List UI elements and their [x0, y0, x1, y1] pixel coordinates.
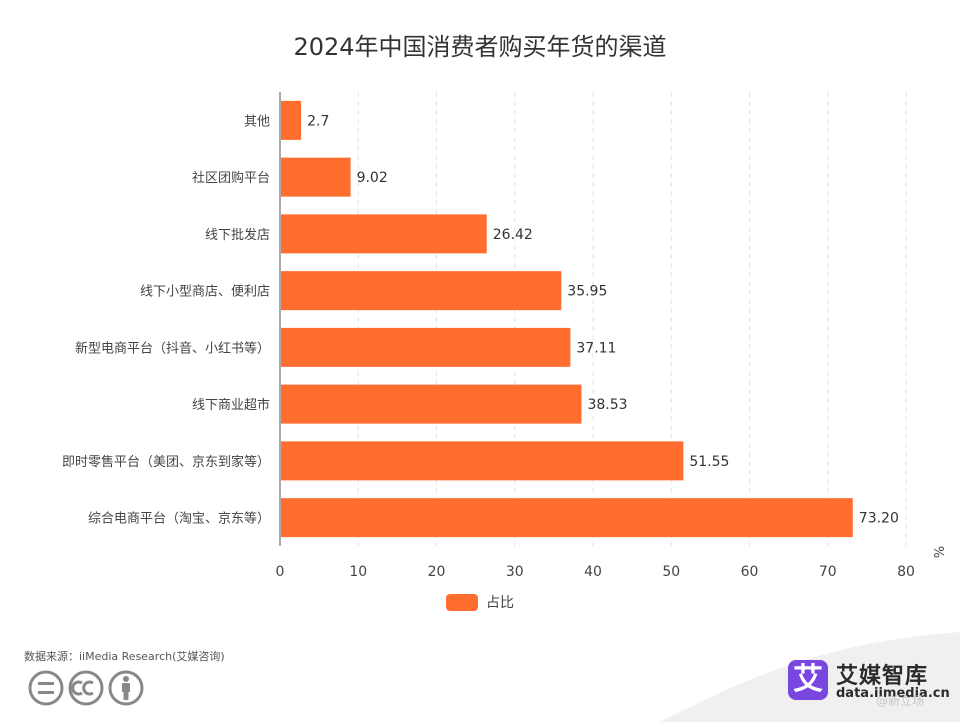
x-tick-label: 10 — [349, 564, 367, 580]
bar — [281, 498, 853, 538]
bar — [281, 384, 582, 424]
bar-value-label: 37.11 — [576, 340, 616, 356]
bar-value-label: 73.20 — [859, 511, 899, 527]
x-tick-label: 50 — [662, 564, 680, 580]
x-tick-label: 80 — [897, 564, 915, 580]
brand-logo-icon: 艾 — [788, 660, 828, 700]
watermark: @新立场 — [876, 694, 925, 708]
bar — [281, 271, 562, 311]
y-category-label: 线下小型商店、便利店 — [140, 285, 270, 300]
x-tick-label: 30 — [506, 564, 524, 580]
bar — [281, 214, 487, 254]
bar — [281, 441, 684, 481]
legend-swatch — [446, 594, 478, 611]
y-category-label: 社区团购平台 — [192, 170, 270, 186]
x-tick-label: 20 — [428, 564, 446, 580]
x-tick-label: 70 — [819, 564, 837, 580]
y-category-label: 新型电商平台（抖音、小红书等） — [75, 340, 270, 356]
brand-url: data.iimedia.cn — [836, 686, 950, 701]
bar-value-label: 51.55 — [689, 454, 729, 470]
bar — [281, 157, 351, 197]
y-category-label: 线下商业超市 — [192, 397, 270, 413]
y-category-label: 其他 — [244, 114, 270, 129]
bar-value-label: 2.7 — [307, 113, 329, 129]
brand-name: 艾媒智库 — [836, 664, 929, 689]
chart-title: 2024年中国消费者购买年货的渠道 — [293, 33, 666, 61]
bar-value-label: 35.95 — [567, 284, 607, 300]
x-tick-label: 60 — [741, 564, 759, 580]
bar-value-label: 38.53 — [587, 397, 627, 413]
creative-commons-icons — [28, 670, 144, 706]
cc-attribution-icon — [108, 670, 144, 706]
bar-value-label: 9.02 — [357, 170, 388, 186]
x-axis-unit: % — [930, 546, 945, 558]
legend-label: 占比 — [486, 595, 514, 611]
bar — [281, 100, 302, 140]
cc-equals-icon — [28, 670, 64, 706]
y-category-label: 综合电商平台（淘宝、京东等） — [88, 511, 270, 527]
bar-value-label: 26.42 — [493, 227, 533, 243]
x-tick-label: 40 — [584, 564, 602, 580]
cc-license-icon — [68, 670, 104, 706]
brand-block: 艾 艾媒智库 data.iimedia.cn — [788, 658, 960, 722]
data-source: 数据来源：iiMedia Research(艾媒咨询) — [24, 650, 225, 663]
y-category-label: 即时零售平台（美团、京东到家等） — [62, 454, 270, 470]
bar — [281, 327, 571, 367]
x-tick-label: 0 — [276, 564, 285, 580]
y-category-label: 线下批发店 — [205, 227, 270, 243]
